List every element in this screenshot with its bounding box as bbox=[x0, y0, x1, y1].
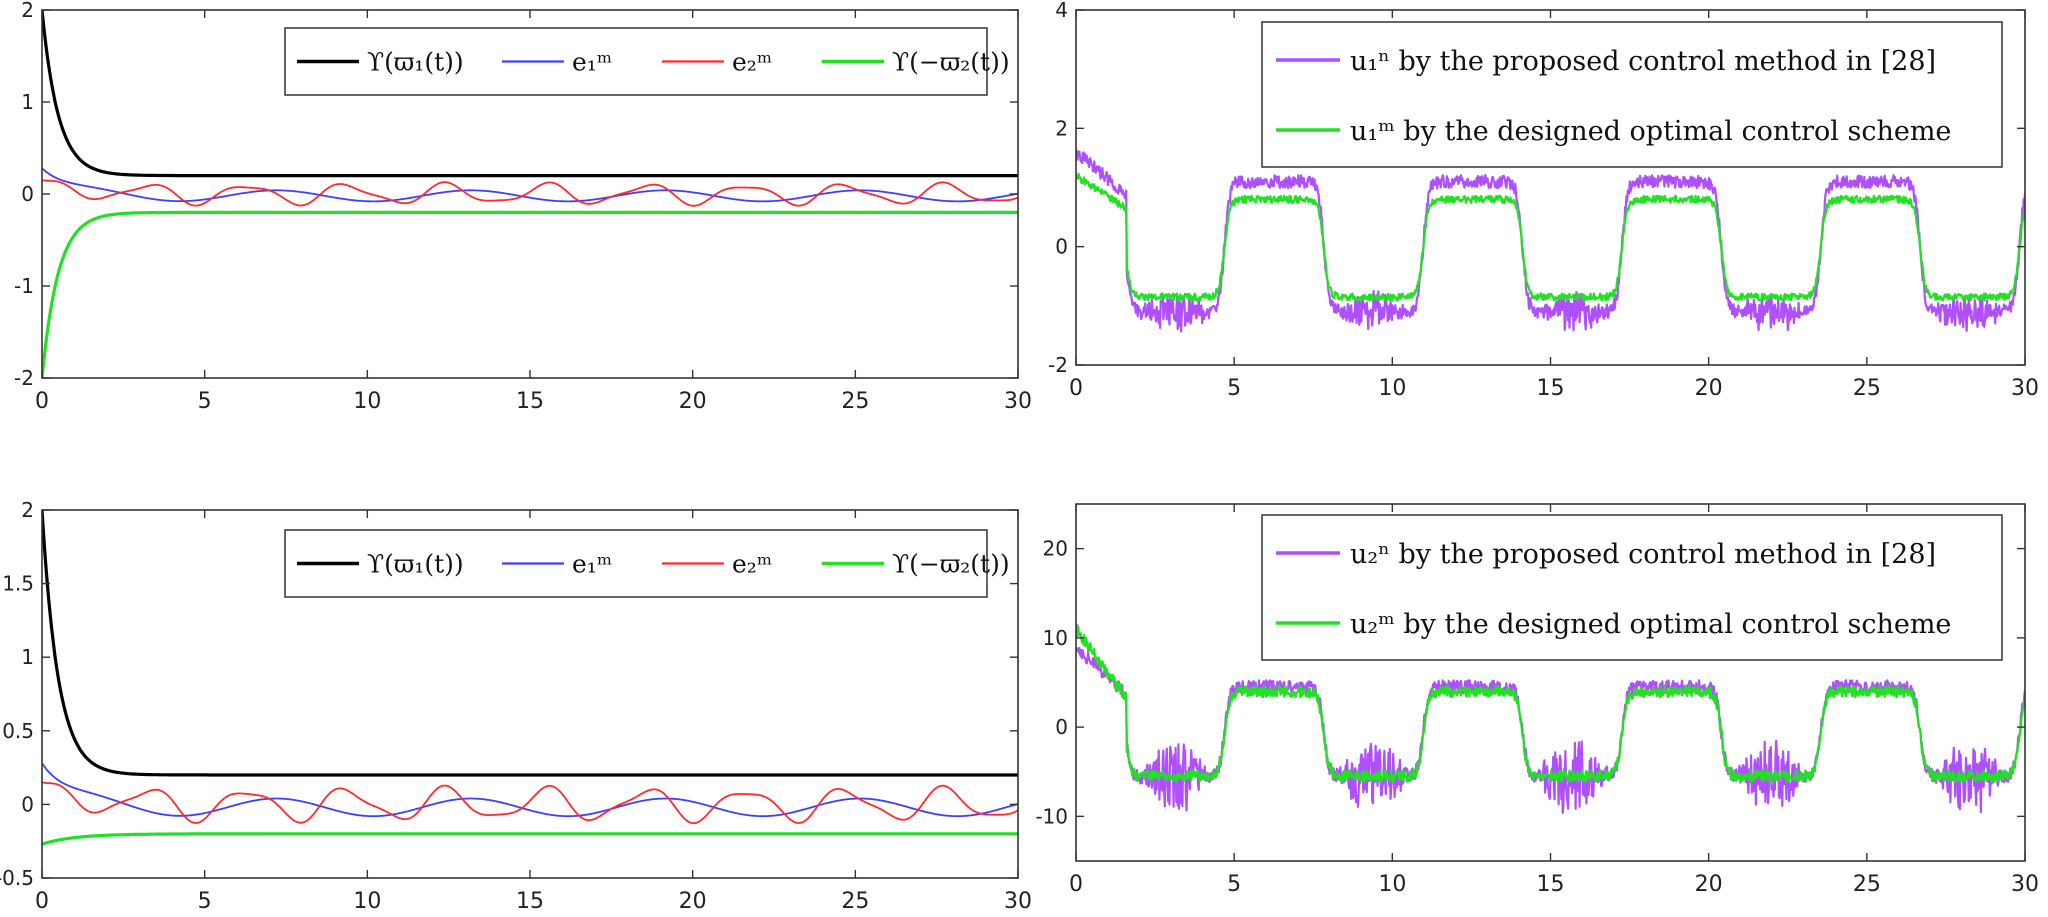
series-group bbox=[42, 10, 1018, 378]
legend-label-1: u₁ᵐ by the designed optimal control sche… bbox=[1350, 116, 1951, 147]
x-tick-label: 20 bbox=[1695, 872, 1723, 897]
series-line-0 bbox=[1076, 149, 2025, 333]
y-tick-label: 20 bbox=[1043, 537, 1068, 561]
series-line-1 bbox=[42, 167, 1018, 203]
x-tick-label: 5 bbox=[198, 889, 212, 914]
y-tick-label: 0.5 bbox=[2, 719, 34, 743]
y-tick-label: 10 bbox=[1043, 626, 1068, 650]
y-tick-label: -10 bbox=[1035, 804, 1068, 828]
y-tick-label: 2 bbox=[21, 498, 34, 522]
x-tick-label: 0 bbox=[1069, 376, 1083, 401]
series-group bbox=[42, 510, 1018, 846]
x-tick-label: 15 bbox=[516, 889, 544, 914]
y-tick-label: 1.5 bbox=[2, 572, 34, 596]
y-tick-label: 0 bbox=[1055, 235, 1068, 259]
x-tick-label: 25 bbox=[841, 389, 869, 414]
x-tick-label: 0 bbox=[35, 389, 49, 414]
x-tick-label: 25 bbox=[841, 889, 869, 914]
series-line-3 bbox=[42, 832, 1018, 846]
y-tick-label: -1 bbox=[14, 274, 34, 298]
x-tick-label: 5 bbox=[1227, 872, 1241, 897]
x-tick-label: 0 bbox=[35, 889, 49, 914]
y-tick-label: -2 bbox=[1048, 353, 1068, 377]
legend-box bbox=[1261, 514, 2003, 661]
chart-panel-tl: 0 5 10 15 20 25 30 -2 -1 0 1 2 ϒ(ϖ₁(t)) e₁ᵐ e₂ᵐ ϒ(−ϖ₂(t… bbox=[14, 0, 1032, 414]
legend-box bbox=[1261, 21, 2003, 168]
x-tick-label: 10 bbox=[1378, 872, 1406, 897]
series-line-1 bbox=[1076, 623, 2025, 783]
legend: u₁ⁿ by the proposed control method in [2… bbox=[1261, 21, 2003, 168]
legend-label-0: ϒ(ϖ₁(t)) bbox=[367, 48, 464, 77]
chart-panel-bl: 051015202530-0.500.511.52ϒ(ϖ₁(t))e₁ᵐe₂ᵐϒ… bbox=[0, 498, 1032, 914]
series-group bbox=[1076, 623, 2025, 814]
x-tick-label: 5 bbox=[1227, 376, 1241, 401]
series-line-3 bbox=[42, 210, 1018, 378]
legend-label-0: ϒ(ϖ₁(t)) bbox=[367, 550, 464, 579]
x-tick-label: 20 bbox=[679, 889, 707, 914]
y-tick-label: -0.5 bbox=[0, 866, 34, 890]
series-line-2 bbox=[42, 179, 1018, 207]
x-tick-label: 10 bbox=[353, 389, 381, 414]
x-tick-label: 15 bbox=[1537, 376, 1565, 401]
y-tick-label: 1 bbox=[21, 90, 34, 114]
x-tick-label: 30 bbox=[1004, 889, 1032, 914]
x-tick-label: 20 bbox=[679, 389, 707, 414]
x-tick-label: 5 bbox=[198, 389, 212, 414]
legend-label-0: u₂ⁿ by the proposed control method in [2… bbox=[1350, 539, 1936, 570]
legend-label-1: u₂ᵐ by the designed optimal control sche… bbox=[1350, 609, 1951, 640]
series-line-1 bbox=[1076, 172, 2025, 302]
legend: ϒ(ϖ₁(t)) e₁ᵐ e₂ᵐ ϒ(−ϖ₂(t)) bbox=[284, 27, 1010, 96]
legend-label-2: e₂ᵐ bbox=[732, 550, 772, 579]
legend-label-0: u₁ⁿ by the proposed control method in [2… bbox=[1350, 46, 1936, 77]
legend-label-3: ϒ(−ϖ₂(t)) bbox=[892, 550, 1010, 579]
legend-label-1: e₁ᵐ bbox=[572, 550, 612, 579]
x-tick-label: 20 bbox=[1695, 376, 1723, 401]
y-tick-label: 4 bbox=[1055, 0, 1068, 22]
x-tick-label: 30 bbox=[2011, 376, 2039, 401]
y-tick-label: 2 bbox=[1055, 116, 1068, 140]
series-line-1 bbox=[42, 762, 1018, 818]
series-group bbox=[1076, 149, 2025, 333]
x-tick-label: 10 bbox=[353, 889, 381, 914]
x-tick-label: 10 bbox=[1378, 376, 1406, 401]
y-tick-label: -2 bbox=[14, 366, 34, 390]
y-tick-label: 0 bbox=[21, 792, 34, 816]
legend-label-2: e₂ᵐ bbox=[732, 48, 772, 77]
x-tick-label: 30 bbox=[1004, 389, 1032, 414]
y-tick-label: 0 bbox=[1055, 715, 1068, 739]
x-tick-label: 15 bbox=[1537, 872, 1565, 897]
series-line-2 bbox=[42, 781, 1018, 825]
y-tick-label: 1 bbox=[21, 645, 34, 669]
x-tick-label: 25 bbox=[1853, 872, 1881, 897]
series-line-0 bbox=[42, 510, 1018, 777]
x-tick-label: 25 bbox=[1853, 376, 1881, 401]
legend-label-1: e₁ᵐ bbox=[572, 48, 612, 77]
chart-panel-br: 0 5 10 15 20 25 30 -10 0 10 20 u₂ⁿ by the proposed … bbox=[1035, 503, 2039, 897]
legend-label-3: ϒ(−ϖ₂(t)) bbox=[892, 48, 1010, 77]
series-line-0 bbox=[42, 10, 1018, 178]
y-tick-label: 0 bbox=[21, 182, 34, 206]
legend: u₂ⁿ by the proposed control method in [2… bbox=[1261, 514, 2003, 661]
x-tick-label: 30 bbox=[2011, 872, 2039, 897]
x-tick-label: 0 bbox=[1069, 872, 1083, 897]
x-tick-label: 15 bbox=[516, 389, 544, 414]
legend: ϒ(ϖ₁(t)) e₁ᵐ e₂ᵐ ϒ(−ϖ₂(t)) bbox=[284, 529, 1010, 598]
y-tick-label: 2 bbox=[21, 0, 34, 22]
